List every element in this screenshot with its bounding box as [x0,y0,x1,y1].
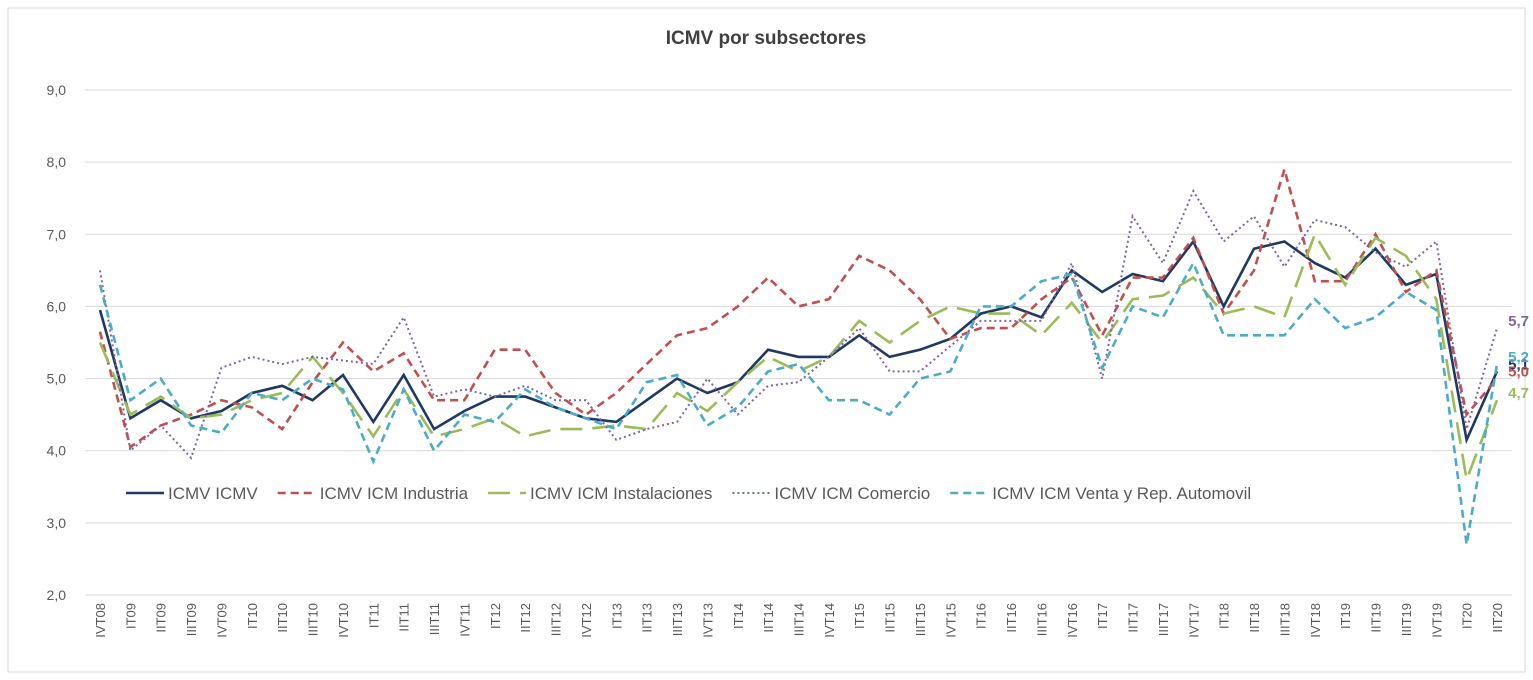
series-line [98,239,1499,445]
x-tick-label: IT09 [123,603,138,629]
value-label: 5,1 [1508,356,1529,373]
chart-title: ICMV por subsectores [666,28,867,49]
x-tick-label: IT16 [974,603,989,629]
x-tick-label: IIIT17 [1156,603,1171,636]
chart-frame [7,7,1526,673]
x-tick-label: IT13 [609,603,624,629]
x-tick-label: IVT18 [1308,603,1323,638]
x-tick-label: IIIT13 [670,603,685,636]
value-label: 5,2 [1508,349,1529,366]
x-tick-label: IIIT10 [306,603,321,636]
x-tick-label: IT20 [1460,603,1475,629]
x-tick-label: IVT11 [457,603,472,637]
value-label: 5,0 [1508,364,1529,381]
x-tick-label: IIIT14 [792,603,807,636]
x-tick-label: IT19 [1338,603,1353,629]
x-tick-label: IIIT11 [427,603,442,635]
legend-label: ICMV ICM Comercio [774,484,930,503]
y-tick-label: 8,0 [47,154,67,170]
x-tick-label: IIT10 [275,603,290,633]
y-tick-label: 6,0 [47,298,67,314]
legend-label: ICMV ICM Industria [320,484,469,503]
legend-label: ICMV ICMV [168,484,258,503]
x-tick-label: IIIT16 [1034,603,1049,636]
x-tick-label: IVT14 [822,603,837,638]
x-tick-label: IVT09 [214,603,229,638]
series-line [98,164,1498,450]
x-tick-label: IIIT19 [1399,603,1414,636]
x-tick-label: IIIT09 [184,603,199,636]
x-tick-label: IIIT18 [1277,603,1292,636]
x-tick-label: IIT18 [1247,603,1262,633]
x-tick-label: IIT11 [397,603,412,632]
x-tick-label: IIIT15 [913,603,928,636]
x-tick-label: IT15 [852,603,867,629]
y-tick-label: 9,0 [47,82,67,98]
x-tick-label: IT12 [488,603,503,629]
x-tick-label: IIT15 [883,603,898,633]
y-tick-label: 3,0 [47,515,67,531]
x-tick-label: IVT13 [700,603,715,638]
series-line [98,260,1499,545]
x-tick-label: IVT08 [93,603,108,638]
y-tick-label: 5,0 [47,371,67,387]
x-tick-label: IVT12 [579,603,594,638]
x-tick-label: IIIT12 [549,603,564,636]
legend-label: ICMV ICM Instalaciones [530,484,712,503]
x-tick-label: IT10 [245,603,260,629]
x-tick-label: IIT19 [1369,603,1384,633]
x-tick-label: IVT17 [1186,603,1201,638]
series-line [99,188,1498,460]
x-tick-label: IT18 [1217,603,1232,629]
x-tick-label: IVT19 [1429,603,1444,638]
x-tick-label: IT17 [1095,603,1110,629]
value-label: 4,7 [1508,385,1529,402]
series-line [98,231,1499,485]
y-tick-label: 2,0 [47,587,67,603]
x-tick-label: IIT12 [518,603,533,633]
x-tick-label: IIT14 [761,603,776,633]
x-tick-label: IVT16 [1065,603,1080,638]
x-tick-label: IIT17 [1126,603,1141,633]
x-tick-label: IIT20 [1490,603,1505,633]
y-tick-label: 4,0 [47,443,67,459]
x-tick-label: IVT10 [336,603,351,638]
x-tick-label: IIT13 [640,603,655,633]
x-tick-label: IVT15 [943,603,958,638]
x-tick-label: IIT09 [154,603,169,633]
y-tick-label: 7,0 [47,226,67,242]
x-tick-label: IT11 [366,603,381,628]
legend-label: ICMV ICM Venta y Rep. Automovil [992,484,1251,503]
x-tick-label: IIT16 [1004,603,1019,633]
x-tick-label: IT14 [731,603,746,629]
value-label: 5,7 [1508,313,1529,330]
